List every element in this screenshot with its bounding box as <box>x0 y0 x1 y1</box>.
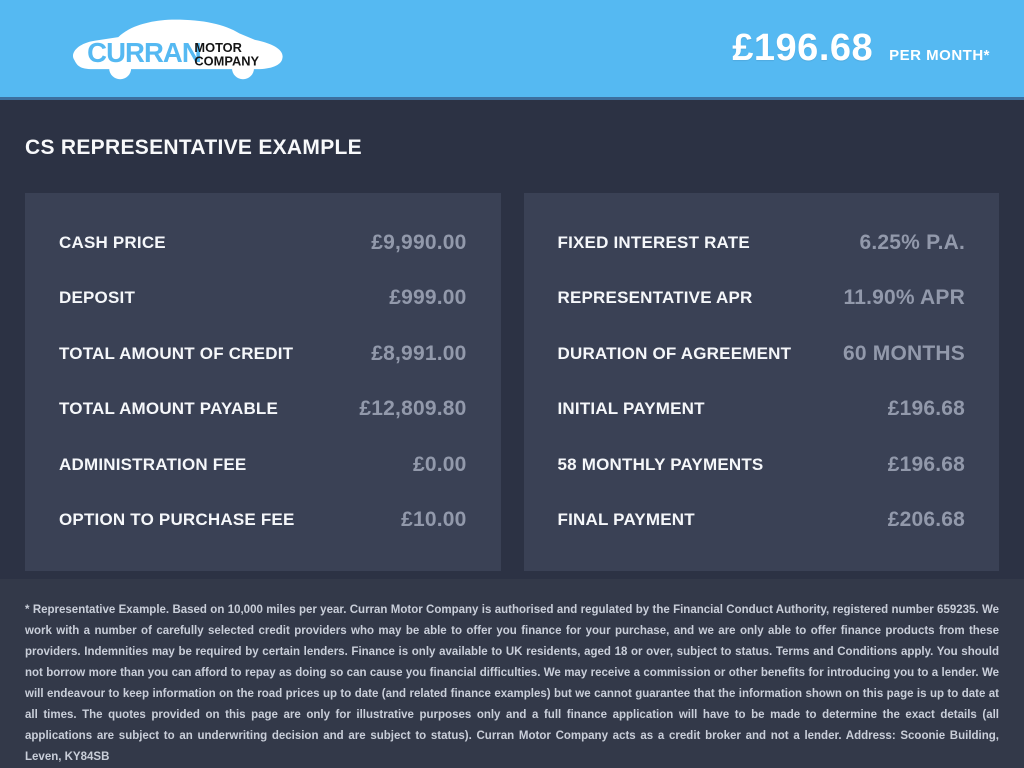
finance-row: TOTAL AMOUNT PAYABLE £12,809.80 <box>59 382 467 438</box>
main-section: CS REPRESENTATIVE EXAMPLE CASH PRICE £9,9… <box>0 100 1024 579</box>
finance-row-label: 58 MONTHLY PAYMENTS <box>557 454 764 474</box>
footer-section: * Representative Example. Based on 10,00… <box>0 579 1024 768</box>
finance-row-value: £999.00 <box>389 286 467 310</box>
finance-row: 58 MONTHLY PAYMENTS £196.68 <box>558 437 966 493</box>
finance-row-label: DURATION OF AGREEMENT <box>557 343 792 363</box>
monthly-price-group: £196.68 PER MONTH* <box>732 27 990 70</box>
finance-row: DEPOSIT £999.00 <box>59 271 467 327</box>
finance-panel-right: FIXED INTEREST RATE 6.25% P.A. REPRESENTAT… <box>523 193 999 571</box>
finance-row-value: £9,990.00 <box>371 230 467 254</box>
finance-row: CASH PRICE £9,990.00 <box>59 215 467 271</box>
finance-row-label: TOTAL AMOUNT OF CREDIT <box>59 343 294 363</box>
monthly-price: £196.68 <box>732 27 874 69</box>
finance-panels: CASH PRICE £9,990.00 DEPOSIT £999.00 TOTAL A… <box>25 193 999 571</box>
logo-sub-text-1: MOTOR <box>194 39 242 54</box>
finance-row-value: £8,991.00 <box>371 341 467 365</box>
finance-row-label: FIXED INTEREST RATE <box>557 232 750 252</box>
finance-row-label: ADMINISTRATION FEE <box>59 454 247 474</box>
car-silhouette-icon <box>72 19 283 69</box>
finance-row-label: OPTION TO PURCHASE FEE <box>59 510 295 530</box>
finance-row-label: TOTAL AMOUNT PAYABLE <box>59 399 279 419</box>
finance-row-label: CASH PRICE <box>59 232 166 252</box>
finance-row: FINAL PAYMENT £206.68 <box>558 493 966 549</box>
finance-row: FIXED INTEREST RATE 6.25% P.A. <box>558 215 966 271</box>
finance-row-value: £12,809.80 <box>359 397 467 421</box>
finance-row-value: £206.68 <box>887 508 965 532</box>
finance-row: ADMINISTRATION FEE £0.00 <box>59 437 467 493</box>
finance-row-label: FINAL PAYMENT <box>557 510 695 530</box>
logo-sub-text-2: COMPANY <box>194 53 259 68</box>
header-bar: CURRAN MOTOR COMPANY £196.68 PER MONTH* <box>0 0 1024 100</box>
finance-row-label: DEPOSIT <box>59 288 136 308</box>
car-wheel-icon <box>109 56 132 79</box>
finance-row-value: £0.00 <box>412 452 467 476</box>
finance-row-value: 11.90% APR <box>843 286 965 310</box>
finance-row: INITIAL PAYMENT £196.68 <box>558 382 966 438</box>
finance-row-value: £196.68 <box>887 452 965 476</box>
finance-row: DURATION OF AGREEMENT 60 MONTHS <box>558 326 966 382</box>
finance-row: TOTAL AMOUNT OF CREDIT £8,991.00 <box>59 326 467 382</box>
finance-row-value: 60 MONTHS <box>843 341 965 365</box>
page-title: CS REPRESENTATIVE EXAMPLE <box>25 136 362 159</box>
disclaimer-text: * Representative Example. Based on 10,00… <box>25 604 999 763</box>
finance-row: REPRESENTATIVE APR 11.90% APR <box>558 271 966 327</box>
curran-motor-company-logo[interactable]: CURRAN MOTOR COMPANY <box>66 16 288 82</box>
finance-row-value: £196.68 <box>887 397 965 421</box>
finance-panel-left: CASH PRICE £9,990.00 DEPOSIT £999.00 TOTAL A… <box>25 193 501 571</box>
finance-row-value: £10.00 <box>401 508 467 532</box>
finance-row-label: REPRESENTATIVE APR <box>557 288 753 308</box>
monthly-price-suffix: PER MONTH* <box>889 47 990 64</box>
finance-row-label: INITIAL PAYMENT <box>557 399 705 419</box>
car-wheel-icon <box>232 56 254 79</box>
logo-brand-text: CURRAN <box>87 36 201 67</box>
finance-row: OPTION TO PURCHASE FEE £10.00 <box>59 493 467 549</box>
finance-row-value: 6.25% P.A. <box>859 230 965 254</box>
